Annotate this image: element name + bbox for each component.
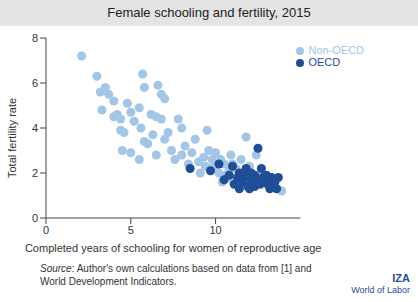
html-text:Female schooling and fertility: Female schooling and fertility, 2015 xyxy=(107,5,311,20)
svg-text:2: 2 xyxy=(32,167,38,179)
svg-text:5: 5 xyxy=(128,224,134,236)
svg-text:10: 10 xyxy=(209,224,221,236)
html-text:World of Labor: World of Labor xyxy=(351,285,410,295)
html-text:Non-OECD: Non-OECD xyxy=(308,44,364,56)
svg-text:0: 0 xyxy=(43,224,49,236)
html-text:Source: Author's own calculati: Source: Author's own calculations based … xyxy=(40,263,312,287)
svg-text:4: 4 xyxy=(32,122,38,134)
svg-text:8: 8 xyxy=(32,32,38,44)
svg-text:Completed years of schooling f: Completed years of schooling for women o… xyxy=(25,242,322,254)
html-text:OECD: OECD xyxy=(308,56,341,68)
svg-text:Total fertility rate: Total fertility rate xyxy=(8,98,18,178)
svg-text:0: 0 xyxy=(32,212,38,224)
html-text:IZA: IZA xyxy=(392,272,410,284)
svg-text:6: 6 xyxy=(32,77,38,89)
